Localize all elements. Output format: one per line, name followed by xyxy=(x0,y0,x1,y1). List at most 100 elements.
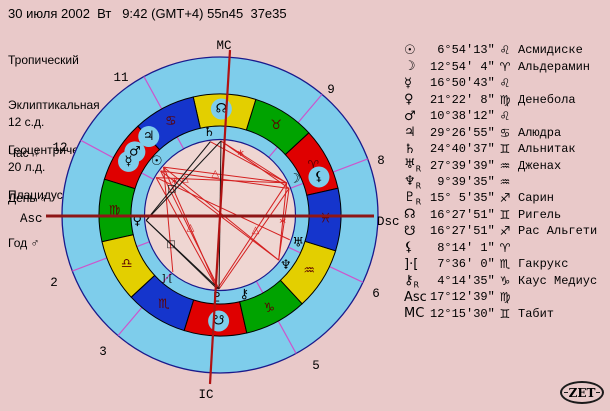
hour-ruler: Час ☿ xyxy=(8,146,42,160)
position-value: 27°39'39" xyxy=(430,158,495,173)
chiron-glyph-icon: ⚷R xyxy=(404,272,420,290)
fixed-star-name: Рас Альгети xyxy=(518,224,598,239)
position-row-neptune: ♆R 9°39'35" ♒ xyxy=(404,174,597,191)
snode-icon: ☋ xyxy=(213,313,225,328)
uranus-glyph-icon: ♅R xyxy=(404,157,422,174)
house-number-9: 9 xyxy=(327,83,335,97)
position-row-venus: ♀ 21°22' 8" ♍ Денебола xyxy=(404,91,597,107)
jupiter-icon: ♃ xyxy=(143,129,155,144)
year-ruler: Год ♂ xyxy=(8,236,40,250)
position-value: 10°38'12" xyxy=(430,109,495,124)
setting-zodiac-type: Тропический xyxy=(8,53,79,67)
sign-icon: ♍ xyxy=(499,92,511,107)
mc-label: MC xyxy=(216,39,231,53)
moon-icon: ☽ xyxy=(289,172,301,187)
position-value: 17°12'39" xyxy=(430,290,495,305)
house-number-11: 11 xyxy=(113,71,128,85)
aspect-line-node-lilith xyxy=(220,140,290,189)
sign-icon: ♈ xyxy=(499,59,511,74)
setting-house-system: Плацидус xyxy=(8,188,63,202)
mc-axis xyxy=(218,49,232,217)
chiron-icon: ⚷ xyxy=(240,287,250,302)
node-glyph-icon: ☊ xyxy=(404,207,416,223)
ic-label: IC xyxy=(198,388,213,402)
fixed-star-name: Табит xyxy=(518,306,555,321)
sun-icon: ☉ xyxy=(151,154,163,169)
time-rulers-block: Час ☿ День ♂ Год ♂ xyxy=(8,116,48,281)
position-value: 15° 5'35" xyxy=(430,191,495,206)
capricorn-sign-icon: ♑ xyxy=(263,301,275,316)
sign-icon: ♌ xyxy=(499,76,511,91)
aspect-symbol: □ xyxy=(167,183,176,194)
retrograde-mark: R xyxy=(415,197,422,207)
planet-positions-table: ☉ 6°54'13" ♌ Асмидиске ☽ 12°54' 4" ♈ Альдерами… xyxy=(404,42,597,322)
zet-logo: ZET xyxy=(560,381,604,404)
ic-axis xyxy=(208,215,222,385)
aquarius-sign-icon: ♒ xyxy=(303,264,315,279)
aspect-line-node-moon xyxy=(220,140,287,184)
position-value: 16°27'51" xyxy=(430,224,495,239)
pluto-icon: ♇ xyxy=(211,290,223,305)
sign-icon: ♍ xyxy=(499,290,511,305)
moon-glyph-icon: ☽ xyxy=(404,59,416,75)
logo-flourish-left xyxy=(563,392,568,393)
sign-icon: ♊ xyxy=(499,207,511,222)
asc-label: Asc xyxy=(20,212,43,226)
aspect-symbol: △ xyxy=(187,223,195,234)
retrograde-mark: R xyxy=(415,181,422,191)
sign-icon: ♋ xyxy=(499,125,511,140)
position-value: 21°22' 8" xyxy=(430,92,495,107)
sign-icon: ♒ xyxy=(499,158,511,173)
sign-icon: ♌ xyxy=(499,109,511,124)
mars-halo xyxy=(124,141,146,163)
position-row-selena: ]·[ 7°36' 0" ♏ Гакрукс xyxy=(404,256,597,272)
aspect-symbol: ∗ xyxy=(278,216,286,227)
aspect-line-moon-neptune xyxy=(278,182,288,261)
position-row-lilith: ⚸ 8°14' 1" ♈ xyxy=(404,240,597,256)
taurus-sign-icon: ♉ xyxy=(270,118,282,133)
position-value: 6°54'13" xyxy=(430,43,495,58)
position-row-sun: ☉ 6°54'13" ♌ Асмидиске xyxy=(404,42,597,58)
position-row-jupiter: ♃ 29°26'55" ♋ Алюдра xyxy=(404,124,597,140)
position-value: 16°50'43" xyxy=(430,76,495,91)
house-number-5: 5 xyxy=(312,359,320,373)
position-value: 12°54' 4" xyxy=(430,59,495,74)
aspect-symbol: △ xyxy=(252,225,260,236)
node-icon: ☊ xyxy=(216,102,228,117)
dsc-label: Dsc xyxy=(377,215,400,229)
aspect-line-venus-saturn xyxy=(145,141,211,221)
fixed-star-name: Гакрукс xyxy=(518,257,569,272)
mercury-icon: ☿ xyxy=(125,154,133,169)
position-value: 9°39'35" xyxy=(430,174,495,189)
sign-icon: ♏ xyxy=(499,257,511,272)
sign-icon: ♊ xyxy=(499,306,511,321)
fixed-star-name: Сарин xyxy=(518,191,555,206)
aspect-symbol: ∗ xyxy=(171,176,179,187)
mars-glyph-icon: ♂ xyxy=(404,108,416,124)
fixed-star-name: Ригель xyxy=(518,207,562,222)
house-number-3: 3 xyxy=(99,345,107,359)
lilith-halo xyxy=(308,166,330,188)
aspect-symbol: △ xyxy=(211,168,219,179)
retrograde-mark: R xyxy=(413,280,420,290)
mc-glyph-icon: MC xyxy=(404,306,425,322)
logo-flourish-right xyxy=(596,392,601,393)
fixed-star-name: Денебола xyxy=(518,92,576,107)
position-row-snode: ☋ 16°27'51" ♐ Рас Альгети xyxy=(404,223,597,239)
sign-icon: ♊ xyxy=(499,142,511,157)
position-row-moon: ☽ 12°54' 4" ♈ Альдерамин xyxy=(404,58,597,74)
position-row-mercury: ☿ 16°50'43" ♌ xyxy=(404,75,597,91)
jupiter-halo xyxy=(138,126,160,148)
position-row-asc: Asc 17°12'39" ♍ xyxy=(404,289,597,305)
position-value: 16°27'51" xyxy=(430,207,495,222)
aspect-line-selena-sun xyxy=(163,167,174,273)
venus-glyph-icon: ♀ xyxy=(404,92,414,108)
day-counters-block: 12 с.д. 20 л.д. xyxy=(8,85,45,205)
position-row-chiron: ⚷R 4°14'35" ♑ Каус Медиус xyxy=(404,272,597,290)
jupiter-glyph-icon: ♃ xyxy=(404,125,416,141)
fixed-star-name: Асмидиске xyxy=(518,43,583,58)
day-ruler: День ♂ xyxy=(8,191,49,205)
position-row-uranus: ♅R 27°39'39" ♒ Дженах xyxy=(404,157,597,174)
aspect-line-moon-pluto xyxy=(216,182,288,290)
sign-icon: ♐ xyxy=(499,224,511,239)
